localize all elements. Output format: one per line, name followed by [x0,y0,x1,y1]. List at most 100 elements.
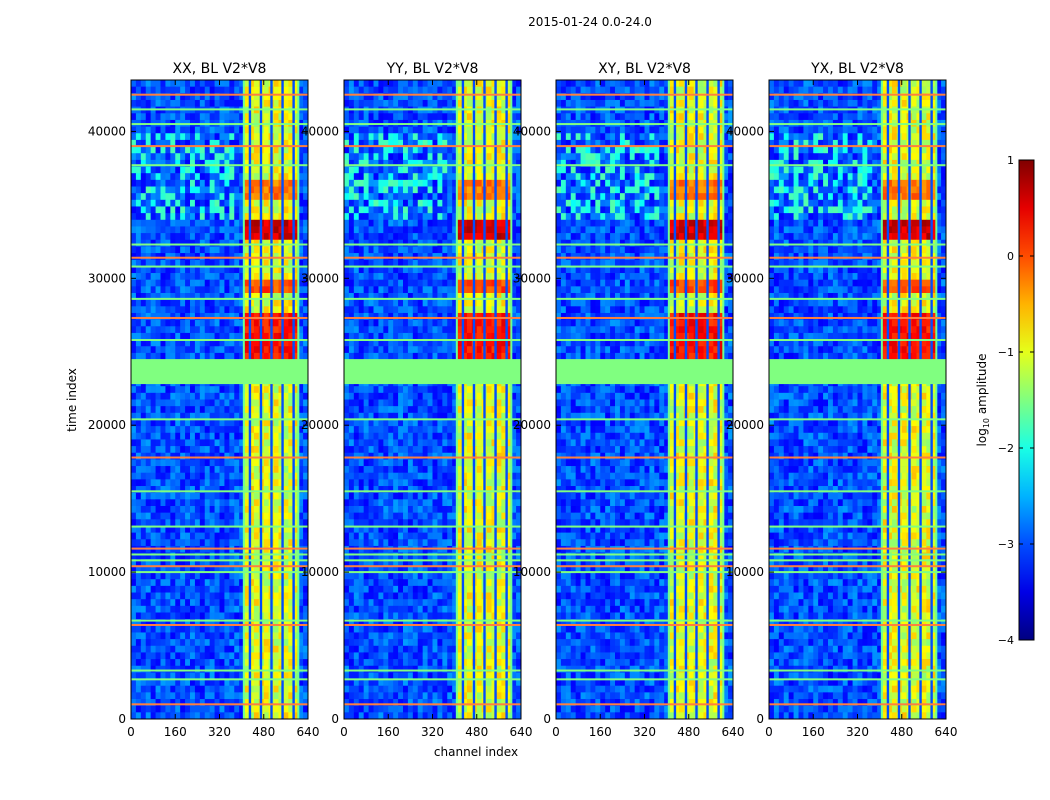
heatmap-cell [437,226,443,234]
heatmap-cell [447,93,453,101]
heatmap-cell [155,193,161,201]
heatmap-cell [486,133,492,141]
heatmap-cell [506,139,512,147]
heatmap-cell [180,306,186,314]
heatmap-cell [506,312,512,320]
heatmap-cell [486,319,492,327]
heatmap-cell [388,286,394,294]
heatmap-cell [368,146,374,154]
heatmap-cell [303,652,308,660]
heatmap-cell [175,113,181,121]
heatmap-cell [224,259,230,267]
heatmap-cell [427,346,433,354]
heatmap-cell [194,506,201,513]
heatmap-cell [204,186,210,194]
heatmap-cell [383,266,389,274]
heatmap-cell [160,705,166,713]
heatmap-cell [422,179,428,187]
heatmap-cell [224,159,230,167]
heatmap-cell [378,273,384,280]
heatmap-cell [229,559,235,567]
heatmap-cell [506,266,512,274]
heatmap-cell [234,619,240,627]
heatmap-cell [160,699,166,706]
heatmap-cell [209,126,215,134]
heatmap-cell [303,139,308,147]
heatmap-cell [263,113,269,121]
heatmap-cell [155,699,161,706]
heatmap-cell [224,466,230,474]
heatmap-cell [353,173,360,181]
heatmap-cell [398,253,404,261]
heatmap-cell [383,126,389,134]
heatmap-cell [234,705,240,713]
heatmap-cell [298,612,304,620]
heatmap-cell [165,672,171,680]
heatmap-cell [180,459,186,467]
heatmap-cell [140,705,147,713]
heatmap-cell [214,93,220,101]
heatmap-cell [383,193,389,201]
heatmap-cell [398,279,404,287]
heatmap-cell [486,293,492,300]
heatmap-cell [224,412,230,420]
heatmap-cell [219,599,225,607]
heatmap-cell [204,266,210,274]
heatmap-cell [293,639,299,647]
heatmap-cell [194,539,201,547]
heatmap-cell [278,565,284,573]
heatmap-cell [383,99,389,107]
heatmap-cell [368,286,374,294]
heatmap-cell [486,246,492,254]
heatmap-cell [234,352,240,360]
heatmap-cell [224,446,230,454]
heatmap-cell [180,153,186,161]
heatmap-cell [466,179,473,187]
heatmap-cell [209,206,215,214]
heatmap-cell [353,206,360,214]
heatmap-cell [219,625,225,633]
heatmap-cell [353,312,360,320]
heatmap-cell [219,659,225,667]
heatmap-cell [437,199,443,207]
heatmap-cell [447,99,453,107]
heatmap-cell [283,579,289,587]
heatmap-cell [273,639,279,647]
heatmap-cell [150,592,156,600]
heatmap-cell [214,199,220,207]
heatmap-cell [170,346,176,354]
heatmap-cell [199,246,206,254]
heatmap-cell [348,139,355,147]
heatmap-cell [170,146,176,154]
heatmap-cell [407,273,414,280]
heatmap-cell [358,146,364,154]
heatmap-cell [244,99,250,107]
heatmap-cell [263,466,269,474]
heatmap-cell [239,259,245,267]
heatmap-cell [204,412,210,420]
heatmap-cell [170,159,176,167]
heatmap-cell [160,246,166,254]
heatmap-cell [214,226,220,234]
heatmap-cell [293,472,299,480]
heatmap-cell [204,525,210,533]
heatmap-cell [283,486,289,493]
heatmap-cell [457,233,463,241]
heatmap-cell [155,332,161,340]
heatmap-cell [407,99,414,107]
heatmap-cell [194,266,201,274]
heatmap-cell [353,286,360,294]
heatmap-cell [249,266,255,274]
heatmap-cell [219,412,225,420]
heatmap-cell [293,692,299,700]
heatmap-cell [393,186,399,194]
heatmap-cell [170,632,176,640]
heatmap-cell [516,226,521,234]
heatmap-cell [244,406,250,414]
heatmap-cell [131,219,137,227]
heatmap-cell [263,173,269,181]
heatmap-cell [283,592,289,600]
heatmap-cell [165,392,171,400]
heatmap-cell [407,146,414,154]
heatmap-cell [160,153,166,161]
